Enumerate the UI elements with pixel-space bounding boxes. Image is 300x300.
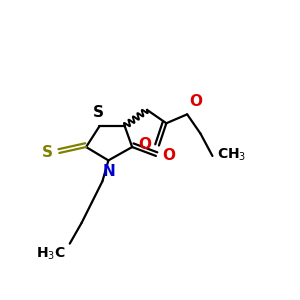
Text: H$_3$C: H$_3$C [37, 246, 66, 262]
Text: S: S [92, 105, 104, 120]
Text: O: O [163, 148, 176, 163]
Text: N: N [103, 164, 116, 179]
Text: CH$_3$: CH$_3$ [217, 146, 246, 163]
Text: O: O [139, 136, 152, 152]
Text: S: S [42, 145, 53, 160]
Text: O: O [190, 94, 202, 109]
